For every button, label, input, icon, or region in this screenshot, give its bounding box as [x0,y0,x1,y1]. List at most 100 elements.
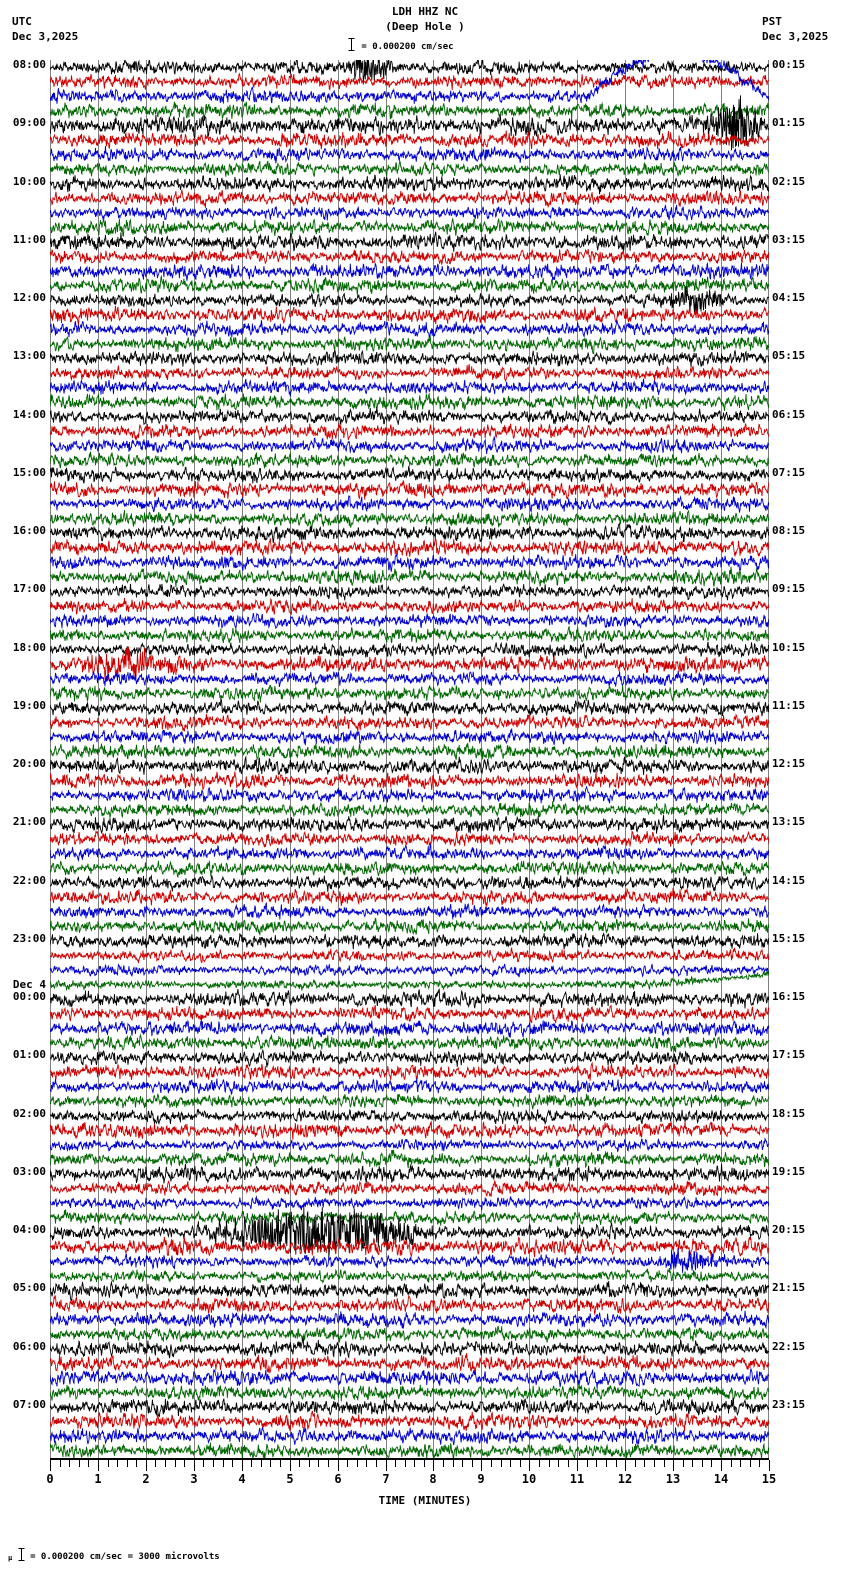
trace-line [50,1137,769,1153]
x-tick-minor [395,1460,396,1467]
trace-line [50,261,769,281]
pst-hour-label: 10:15 [772,640,806,654]
x-tick-major [194,1460,195,1471]
x-tick-label: 8 [429,1472,437,1486]
footer-scale-legend: μ = 0.000200 cm/sec = 3000 microvolts [8,1548,220,1562]
x-tick-minor [165,1460,166,1467]
trace-line [50,248,769,265]
x-tick-label: 0 [46,1472,54,1486]
pst-hour-label: 21:15 [772,1281,806,1295]
pst-hour-label: 04:15 [772,291,806,304]
pst-hour-label: 14:15 [772,873,806,887]
utc-date-label: Dec 3,2025 [12,30,79,43]
x-tick-minor [587,1460,588,1467]
trace-line [50,713,769,732]
trace-line [50,612,769,630]
station-header: LDH HHZ NC (Deep Hole ) [0,4,850,34]
x-tick-major [433,1460,434,1471]
x-tick-minor [251,1460,252,1467]
trace-line [50,697,769,717]
trace-line [50,931,769,950]
pst-hour-label: 07:15 [772,465,806,479]
trace-line [50,1440,769,1458]
micro-symbol: μ [8,1554,13,1562]
x-tick-minor [309,1460,310,1467]
x-tick-minor [366,1460,367,1467]
trace-line [50,538,769,557]
x-tick-label: 4 [238,1472,246,1486]
x-tick-minor [549,1460,550,1467]
utc-hour-text: 03:00 [12,1164,46,1178]
x-tick-major [721,1460,722,1471]
pst-hour-label: 22:15 [772,1339,806,1353]
pst-hour-label: 20:15 [772,1223,806,1236]
pst-hour-label: 01:15 [772,116,806,130]
x-tick-minor [510,1460,511,1467]
utc-hour-label: 22:00 [2,874,46,887]
trace-line [50,305,769,326]
utc-hour-text: 18:00 [12,640,46,654]
trace-line [50,495,769,514]
x-tick-minor [270,1460,271,1467]
utc-day-label: Dec 4 [12,978,46,991]
trace-line [50,218,769,237]
trace-line [50,145,769,164]
x-tick-label: 11 [569,1472,585,1486]
pst-hour-label: 05:15 [772,349,806,363]
x-tick-minor [558,1460,559,1467]
pst-date-label: Dec 3,2025 [762,30,829,43]
utc-hour-label: 16:00 [2,525,46,537]
trace-line [50,566,769,587]
pst-hour-label: 08:15 [772,524,806,537]
trace-line [50,1247,769,1273]
trace-line [50,174,769,195]
x-tick-minor [117,1460,118,1467]
trace-line [50,60,769,104]
utc-hour-label: 03:00 [2,1164,46,1178]
trace-line [50,946,769,964]
pst-hour-label: 13:15 [772,815,806,829]
trace-line [50,1121,769,1140]
trace-line [50,1410,769,1432]
plot-frame [50,60,769,1458]
trace-line [50,684,769,703]
utc-hour-label: 07:00 [2,1398,46,1411]
x-tick-minor [731,1460,732,1467]
trace-line [50,641,769,659]
trace-line [50,319,769,339]
x-tick-major [769,1460,770,1471]
trace-line [50,1236,769,1259]
x-tick-minor [616,1460,617,1467]
utc-hour-text: 23:00 [12,931,46,945]
pst-hour-label: 23:15 [772,1397,806,1411]
trace-line [50,1426,769,1446]
scale-legend-text: = 0.000200 cm/sec [361,42,454,52]
trace-line [50,1209,769,1227]
utc-hour-text: 06:00 [12,1339,46,1353]
trace-line [50,274,769,296]
trace-line [50,771,769,791]
seismic-traces [50,60,769,1458]
trace-line [50,843,769,862]
pst-hour-label: 19:15 [772,1164,806,1178]
x-tick-major [577,1460,578,1471]
trace-line [50,406,769,426]
x-tick-label: 14 [713,1472,729,1486]
trace-line [50,378,769,397]
utc-hour-label: 05:00 [2,1282,46,1294]
x-tick-minor [702,1460,703,1467]
pst-hour-label: 18:15 [772,1106,806,1120]
trace-line [50,1368,769,1389]
pst-hour-label: 11:15 [772,698,806,712]
utc-hour-label: 11:00 [2,233,46,246]
trace-line [50,1280,769,1302]
pst-hour-label: 02:15 [772,174,806,188]
helicorder-plot[interactable] [50,60,769,1458]
trace-line [50,335,769,355]
trace-line [50,815,769,834]
trace-line [50,130,769,150]
x-tick-label: 12 [617,1472,633,1486]
x-tick-minor [539,1460,540,1467]
utc-hour-text: 10:00 [12,174,46,188]
x-tick-minor [664,1460,665,1467]
